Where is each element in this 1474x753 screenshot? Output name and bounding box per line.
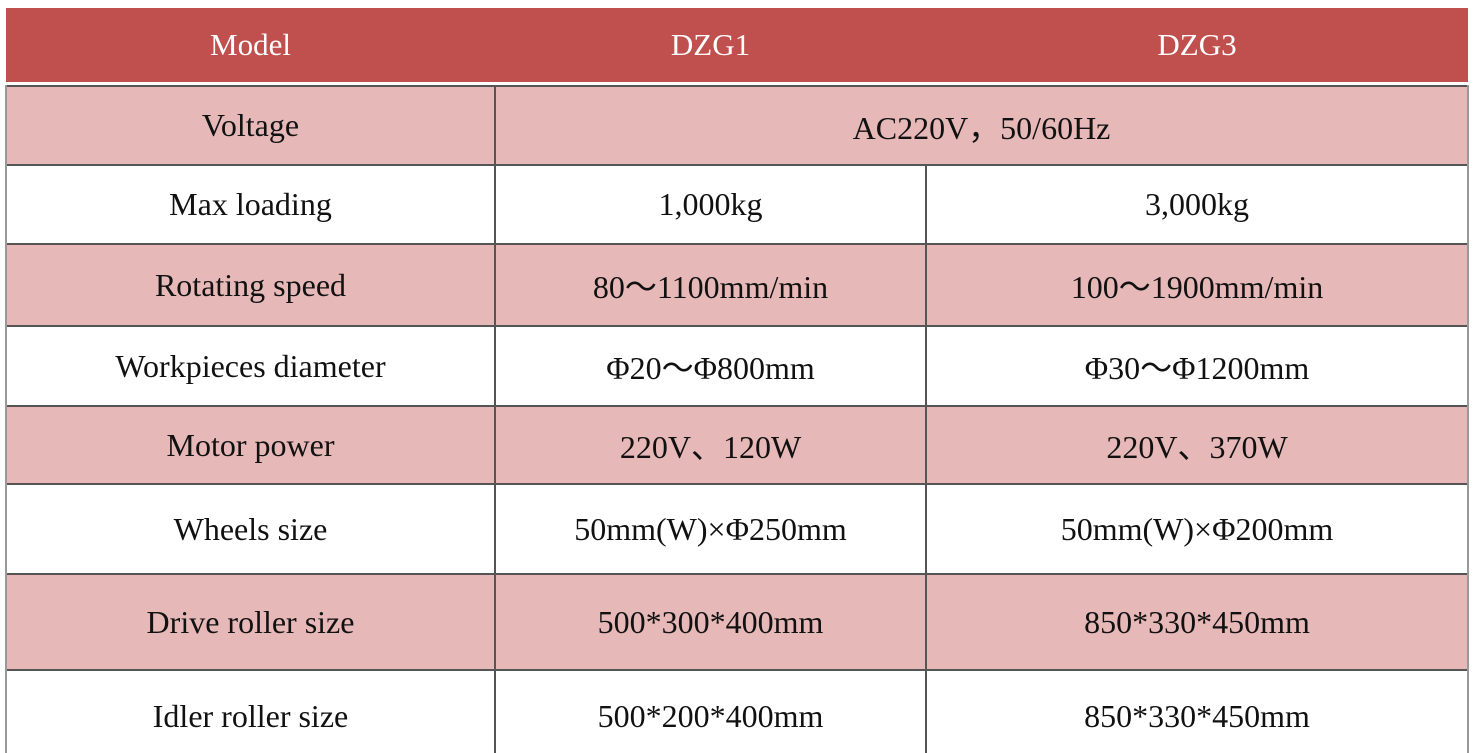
- row-border: [6, 325, 1468, 327]
- col-border: [494, 87, 496, 164]
- col-border: [925, 575, 927, 669]
- value-cell: 50mm(W)×Φ250mm: [574, 510, 847, 547]
- value-cell: 220V、120W: [619, 429, 802, 465]
- label-cell: Max loading: [169, 186, 332, 222]
- col-border: [494, 166, 496, 243]
- col-border: [494, 327, 496, 405]
- col-border: [494, 671, 496, 753]
- col-border: [925, 166, 927, 243]
- row-band: [6, 166, 1468, 243]
- row-band: [6, 671, 1468, 753]
- row-band: [6, 327, 1468, 405]
- row-border: [6, 483, 1468, 485]
- label-cell: Workpieces diameter: [115, 347, 386, 384]
- value-cell: 500*200*400mm: [597, 697, 824, 734]
- col-border: [925, 245, 927, 325]
- outer-border: [1467, 85, 1469, 753]
- value-cell: 50mm(W)×Φ200mm: [1060, 510, 1334, 547]
- row-band: [6, 407, 1468, 483]
- merged-cell: AC220V，50/60Hz: [852, 109, 1111, 146]
- value-cell: 3,000kg: [1145, 186, 1249, 222]
- header-cell: Model: [210, 27, 291, 62]
- col-border: [494, 575, 496, 669]
- row-border: [6, 405, 1468, 407]
- col-border: [925, 671, 927, 753]
- col-border: [925, 485, 927, 573]
- row-band: [6, 87, 1468, 164]
- value-cell: 1,000kg: [658, 186, 763, 222]
- value-cell: 100～1900mm/min: [1070, 269, 1324, 305]
- header-cell: DZG3: [1157, 27, 1237, 62]
- value-cell: 850*330*450mm: [1084, 697, 1310, 734]
- row-band: [6, 485, 1468, 573]
- value-cell: 80～1100mm/min: [592, 269, 829, 305]
- header-band: [6, 8, 1468, 82]
- col-border: [494, 245, 496, 325]
- label-cell: Motor power: [166, 426, 335, 463]
- col-border: [925, 407, 927, 483]
- col-border: [494, 485, 496, 573]
- label-cell: Drive roller size: [146, 603, 355, 640]
- col-border: [925, 327, 927, 405]
- row-band: [6, 245, 1468, 325]
- row-border: [6, 164, 1468, 166]
- header-cell: DZG1: [670, 27, 751, 62]
- label-cell: Idler roller size: [152, 697, 349, 734]
- row-band: [6, 575, 1468, 669]
- value-cell: Φ30～Φ1200mm: [1084, 350, 1310, 386]
- value-cell: 500*300*400mm: [597, 603, 824, 640]
- value-cell: 850*330*450mm: [1084, 603, 1310, 640]
- label-cell: Wheels size: [173, 510, 328, 547]
- label-cell: Rotating speed: [154, 266, 347, 303]
- row-border: [6, 573, 1468, 575]
- row-border: [6, 243, 1468, 245]
- outer-border: [5, 85, 7, 753]
- value-cell: 220V、370W: [1106, 429, 1288, 465]
- row-border: [6, 669, 1468, 671]
- col-border: [494, 407, 496, 483]
- row-border: [6, 85, 1468, 87]
- value-cell: Φ20～Φ800mm: [606, 350, 815, 386]
- label-cell: Voltage: [201, 107, 300, 143]
